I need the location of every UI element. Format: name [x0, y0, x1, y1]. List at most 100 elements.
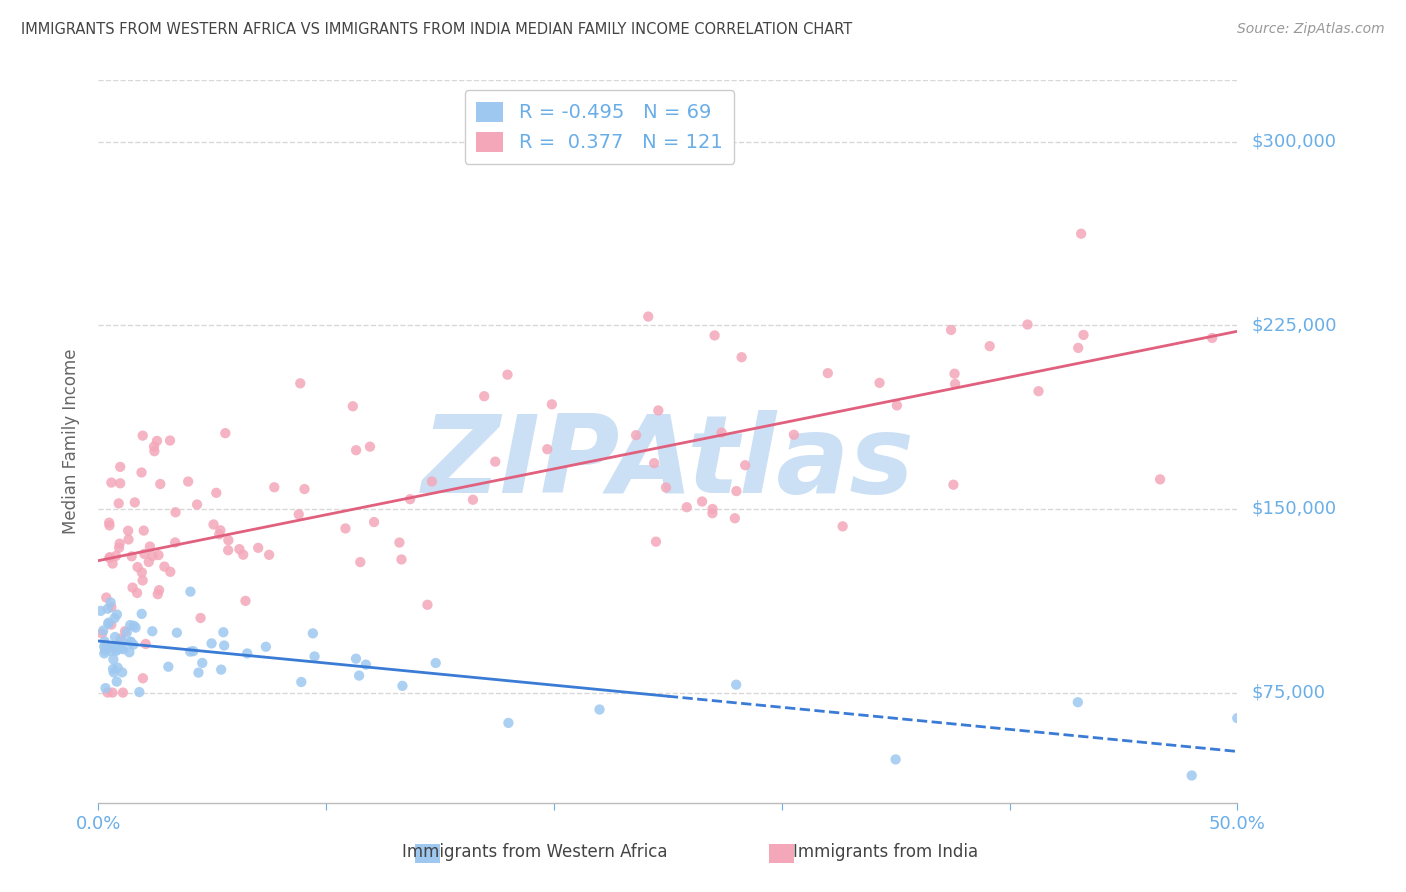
Point — [100, 595, 122, 609]
Point — [104, 611, 127, 625]
Point — [710, 425, 733, 440]
Point — [943, 367, 966, 381]
Point — [647, 403, 669, 417]
Point — [105, 674, 128, 689]
Point — [118, 645, 141, 659]
Point — [1067, 695, 1090, 709]
Point — [146, 434, 169, 448]
Point — [121, 549, 143, 564]
Point — [148, 548, 170, 562]
Point — [391, 679, 413, 693]
Point — [943, 376, 966, 391]
Point — [536, 442, 558, 457]
Point — [186, 498, 208, 512]
Point — [103, 665, 125, 680]
Point — [91, 624, 114, 638]
Point — [165, 505, 187, 519]
Point — [98, 550, 121, 565]
Point — [122, 619, 145, 633]
Point — [114, 624, 136, 639]
Point — [127, 586, 149, 600]
Point — [236, 647, 259, 661]
Point — [730, 350, 752, 364]
Point — [117, 533, 139, 547]
Point — [1017, 318, 1039, 332]
Point — [702, 502, 724, 516]
Point — [121, 581, 143, 595]
Point — [100, 475, 122, 490]
Point — [734, 458, 756, 473]
Point — [94, 681, 117, 695]
Point — [107, 638, 129, 652]
Point — [254, 640, 277, 654]
Point — [159, 434, 181, 448]
Text: IMMIGRANTS FROM WESTERN AFRICA VS IMMIGRANTS FROM INDIA MEDIAN FAMILY INCOME COR: IMMIGRANTS FROM WESTERN AFRICA VS IMMIGR… — [21, 22, 852, 37]
Point — [884, 752, 907, 766]
Point — [783, 427, 806, 442]
Point — [703, 328, 725, 343]
Point — [94, 634, 117, 648]
Point — [97, 616, 120, 631]
Point — [388, 535, 411, 549]
Point — [135, 637, 157, 651]
Point — [979, 339, 1001, 353]
Point — [90, 604, 112, 618]
Point — [181, 644, 204, 658]
Point — [200, 636, 222, 650]
Point — [157, 659, 180, 673]
Point — [105, 644, 128, 658]
Point — [205, 485, 228, 500]
Point — [347, 668, 370, 682]
Point — [111, 665, 134, 680]
Point — [1067, 341, 1090, 355]
Point — [484, 455, 506, 469]
Point — [120, 618, 142, 632]
Point — [179, 645, 201, 659]
Point — [214, 426, 236, 441]
Point — [97, 685, 120, 699]
Point — [655, 481, 678, 495]
Point — [132, 671, 155, 685]
Point — [202, 517, 225, 532]
Point — [643, 456, 665, 470]
Point — [107, 660, 129, 674]
Point — [498, 715, 520, 730]
Point — [111, 685, 134, 699]
Point — [461, 492, 484, 507]
Point — [349, 555, 371, 569]
Point — [131, 466, 153, 480]
Point — [235, 594, 257, 608]
Point — [232, 548, 254, 562]
Point — [132, 524, 155, 538]
Point — [637, 310, 659, 324]
Point — [139, 540, 162, 554]
Point — [110, 641, 132, 656]
Point — [111, 633, 134, 648]
Point — [1073, 327, 1095, 342]
Point — [100, 617, 122, 632]
Point — [105, 607, 128, 622]
Point — [138, 555, 160, 569]
Text: ZIPAtlas: ZIPAtlas — [422, 410, 914, 516]
Point — [103, 639, 125, 653]
Point — [1201, 331, 1223, 345]
Point — [122, 638, 145, 652]
Point — [101, 557, 124, 571]
Legend: R = -0.495   N = 69, R =  0.377   N = 121: R = -0.495 N = 69, R = 0.377 N = 121 — [464, 90, 734, 164]
Point — [344, 651, 367, 665]
Point — [939, 323, 962, 337]
Point — [290, 675, 312, 690]
Point — [98, 516, 121, 530]
Point — [496, 368, 519, 382]
Point — [187, 665, 209, 680]
Point — [212, 639, 235, 653]
Point — [212, 625, 235, 640]
Point — [128, 685, 150, 699]
Point — [208, 527, 231, 541]
Point — [191, 656, 214, 670]
Point — [131, 566, 153, 580]
Point — [624, 428, 647, 442]
Point — [166, 625, 188, 640]
Point — [143, 440, 166, 454]
Point — [1070, 227, 1092, 241]
